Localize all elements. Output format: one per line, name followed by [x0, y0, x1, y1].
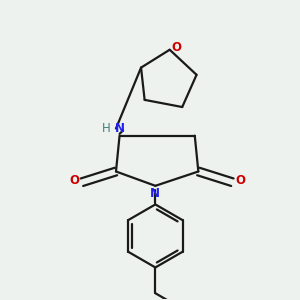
Text: N: N [150, 187, 161, 200]
Text: O: O [69, 174, 79, 187]
Text: H: H [102, 122, 110, 135]
Text: N: N [115, 122, 125, 135]
Text: O: O [235, 174, 245, 187]
Text: O: O [171, 41, 181, 54]
